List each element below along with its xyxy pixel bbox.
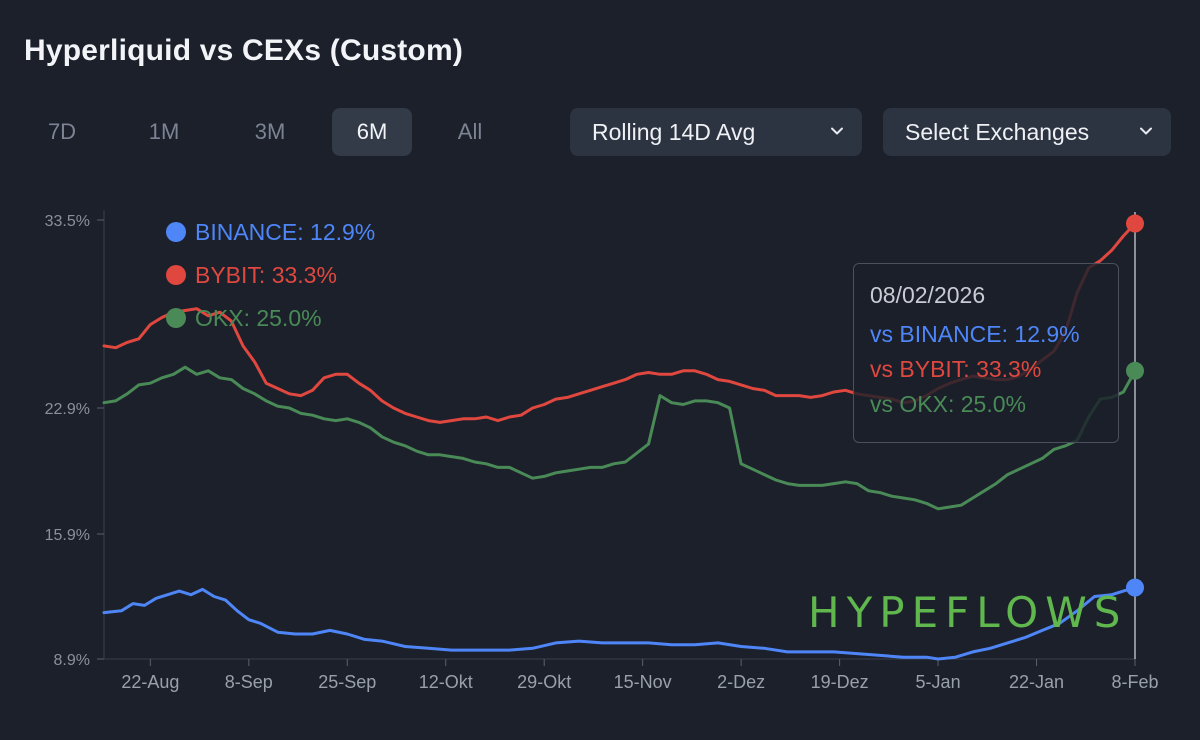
x-tick-label: 22-Aug	[121, 672, 179, 692]
legend: BINANCE: 12.9% BYBIT: 33.3% OKX: 25.0%	[166, 219, 375, 331]
y-tick-label: 8.9%	[54, 652, 90, 669]
legend-marker-bybit	[166, 265, 186, 285]
x-tick-label: 12-Okt	[419, 672, 473, 692]
tooltip: 08/02/2026 vs BINANCE: 12.9% vs BYBIT: 3…	[853, 263, 1119, 443]
x-tick-label: 2-Dez	[717, 672, 765, 692]
x-tick-label: 29-Okt	[517, 672, 571, 692]
tab-all[interactable]: All	[457, 119, 483, 144]
x-tick-label: 5-Jan	[916, 672, 961, 692]
chevron-down-icon	[831, 127, 843, 135]
legend-label-bybit: BYBIT: 33.3%	[195, 262, 337, 288]
tab-3m[interactable]: 3M	[254, 119, 286, 144]
y-tick-label: 33.5%	[45, 213, 90, 230]
tab-6m[interactable]: 6M	[332, 108, 412, 156]
x-tick-label: 15-Nov	[614, 672, 672, 692]
tooltip-row-bybit: vs BYBIT: 33.3%	[870, 356, 1042, 382]
x-tick-label: 22-Jan	[1009, 672, 1064, 692]
series-line-binance	[102, 586, 1137, 661]
aggregation-select[interactable]: Rolling 14D Avg	[570, 108, 862, 156]
legend-marker-binance	[166, 222, 186, 242]
y-tick-label: 15.9%	[45, 527, 90, 544]
exchanges-select[interactable]: Select Exchanges	[883, 108, 1171, 156]
x-tick-label: 8-Feb	[1111, 672, 1158, 692]
x-ticks: 22-Aug 8-Sep 25-Sep 12-Okt 29-Okt 15-Nov 2-Dez…	[121, 659, 1159, 692]
chevron-down-icon	[1140, 127, 1152, 135]
tooltip-row-binance: vs BINANCE: 12.9%	[870, 321, 1080, 347]
series-line-okx	[102, 365, 1137, 511]
x-tick-label: 8-Sep	[225, 672, 273, 692]
timeframe-tabs: 7D 1M 3M 6M All	[22, 108, 510, 156]
aggregation-select-label: Rolling 14D Avg	[592, 119, 756, 145]
x-tick-label: 25-Sep	[318, 672, 376, 692]
series-endpoint-binance	[1126, 578, 1144, 597]
y-ticks: 33.5% 22.9% 15.9% 8.9%	[45, 213, 104, 669]
x-tick-label: 19-Dez	[811, 672, 869, 692]
tooltip-row-okx: vs OKX: 25.0%	[870, 391, 1026, 417]
series-endpoint-okx	[1126, 361, 1144, 380]
tab-1m[interactable]: 1M	[148, 119, 180, 144]
legend-label-binance: BINANCE: 12.9%	[195, 219, 375, 245]
chart-axes	[103, 210, 1135, 660]
legend-marker-okx	[166, 308, 186, 328]
exchanges-select-label: Select Exchanges	[905, 119, 1090, 145]
chart-title: Hyperliquid vs CEXs (Custom)	[24, 34, 464, 67]
series-endpoints	[1126, 214, 1144, 597]
tab-7d[interactable]: 7D	[47, 119, 77, 144]
y-tick-label: 22.9%	[45, 401, 90, 418]
tooltip-date: 08/02/2026	[870, 282, 986, 308]
series-endpoint-bybit	[1126, 214, 1144, 233]
watermark-logo: HYPEFLOWS	[808, 588, 1128, 637]
legend-label-okx: OKX: 25.0%	[195, 305, 322, 331]
